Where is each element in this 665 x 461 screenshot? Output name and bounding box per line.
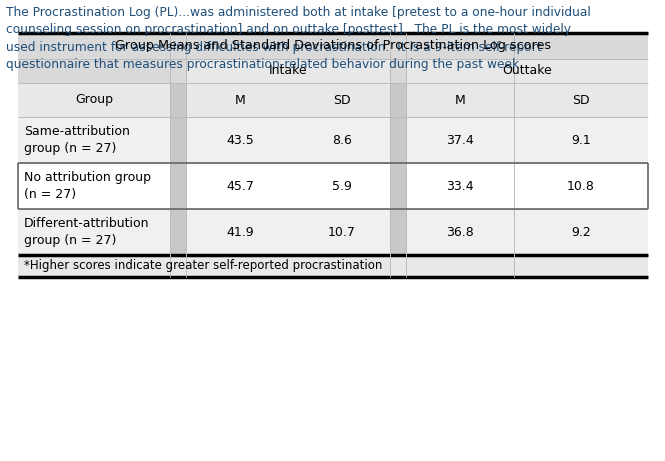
Bar <box>390 83 406 117</box>
Text: used instrument for assessing difficulties with procrastination.  It is a 9-item: used instrument for assessing difficulti… <box>6 41 542 54</box>
Text: counseling session on procrastination] and on outtake [posttest].  The PL is the: counseling session on procrastination] a… <box>6 24 571 36</box>
Text: 8.6: 8.6 <box>332 134 352 147</box>
Bar <box>390 59 406 83</box>
Text: questionnaire that measures procrastination-related behavior during the past wee: questionnaire that measures procrastinat… <box>6 59 523 71</box>
Text: SD: SD <box>572 94 590 106</box>
Text: 37.4: 37.4 <box>446 134 474 147</box>
Text: M: M <box>235 94 245 106</box>
Bar <box>18 163 648 209</box>
Text: Group: Group <box>75 94 113 106</box>
Text: Group Means and Standard Deviations of Procrastination Log scores: Group Means and Standard Deviations of P… <box>115 40 551 53</box>
Text: 9.1: 9.1 <box>571 134 591 147</box>
Text: Intake: Intake <box>269 65 307 77</box>
Bar <box>18 59 186 83</box>
Text: Outtake: Outtake <box>502 65 552 77</box>
Bar <box>18 117 648 163</box>
Bar <box>18 33 648 59</box>
Text: 10.8: 10.8 <box>567 179 595 193</box>
Text: The Procrastination Log (PL)...was administered both at intake [pretest to a one: The Procrastination Log (PL)...was admin… <box>6 6 591 19</box>
Bar <box>18 83 648 117</box>
Text: *Higher scores indicate greater self-reported procrastination: *Higher scores indicate greater self-rep… <box>24 260 382 272</box>
Text: 9.2: 9.2 <box>571 225 591 238</box>
Bar <box>18 209 648 255</box>
Text: Different-attribution
group (n = 27): Different-attribution group (n = 27) <box>24 217 150 247</box>
Bar <box>170 209 186 255</box>
Text: SD: SD <box>333 94 351 106</box>
Text: 41.9: 41.9 <box>226 225 254 238</box>
Text: M: M <box>455 94 465 106</box>
Bar <box>170 163 186 209</box>
Bar <box>18 59 648 83</box>
Bar <box>390 163 406 209</box>
Text: 10.7: 10.7 <box>328 225 356 238</box>
Text: No attribution group
(n = 27): No attribution group (n = 27) <box>24 171 151 201</box>
Text: 5.9: 5.9 <box>332 179 352 193</box>
Text: 43.5: 43.5 <box>226 134 254 147</box>
Text: Same-attribution
group (n = 27): Same-attribution group (n = 27) <box>24 125 130 155</box>
Bar <box>18 255 648 277</box>
Text: 33.4: 33.4 <box>446 179 473 193</box>
Text: 45.7: 45.7 <box>226 179 254 193</box>
Text: 36.8: 36.8 <box>446 225 474 238</box>
Bar <box>390 209 406 255</box>
Bar <box>170 117 186 163</box>
Bar <box>170 83 186 117</box>
Bar <box>390 117 406 163</box>
